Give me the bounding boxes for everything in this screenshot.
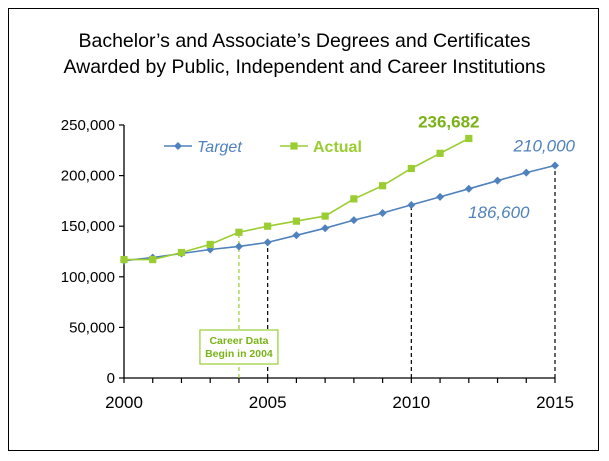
legend-label-target: Target [197, 139, 242, 156]
career-data-note-text: Career Data [209, 335, 268, 347]
x-tick-label: 2000 [105, 393, 143, 412]
y-tick-label: 150,000 [61, 218, 115, 235]
career-data-note-box [199, 329, 279, 365]
target-point [551, 161, 559, 170]
target-point [321, 224, 330, 233]
x-tick-label: 2015 [536, 393, 574, 412]
legend-marker-actual [290, 142, 298, 150]
target-point [436, 192, 445, 201]
actual-point [436, 149, 444, 157]
actual-point [235, 228, 243, 236]
target-point [378, 209, 387, 218]
y-tick-label: 250,000 [61, 117, 115, 134]
y-tick-label: 0 [107, 370, 115, 387]
annotation-236682: 236,682 [418, 112, 479, 131]
annotation-186600: 186,600 [468, 203, 530, 222]
chart-frame [8, 8, 599, 451]
legend-marker-target [174, 142, 182, 150]
chart-series [120, 134, 559, 265]
target-point [234, 242, 243, 251]
chart-axes: 0 50,000 100,000 150,000 200,000 250,000 2000 2… [61, 117, 574, 412]
reference-lines [238, 165, 556, 378]
actual-point [120, 255, 128, 264]
y-tick-label: 200,000 [61, 168, 115, 185]
target-point [263, 238, 272, 247]
career-data-note-text: Begin in 2004 [205, 348, 273, 360]
actual-point [350, 195, 358, 203]
chart-legend: Target Actual [164, 139, 362, 156]
actual-point [465, 134, 473, 143]
series-line-actual [124, 137, 470, 261]
annotation-210000: 210,000 [513, 136, 576, 155]
target-point [493, 176, 502, 185]
target-point [292, 231, 301, 240]
chart-title-line-2: Awarded by Public, Independent and Caree… [63, 56, 546, 78]
target-point [407, 200, 416, 209]
actual-point [206, 240, 214, 249]
actual-point [321, 212, 329, 220]
x-tick-label: 2010 [392, 393, 430, 412]
chart-title-line-1: Bachelor’s and Associate’s Degrees and C… [78, 30, 531, 52]
series-line-target [123, 164, 556, 262]
actual-point [177, 248, 186, 257]
target-point [349, 216, 358, 225]
y-tick-label: 50,000 [69, 319, 115, 336]
x-tick-label: 2005 [249, 393, 287, 412]
actual-point [379, 182, 387, 190]
chart-title: Bachelor’s and Associate’s Degrees and C… [0, 28, 609, 80]
actual-point [264, 222, 272, 230]
actual-point [292, 217, 300, 225]
y-tick-label: 100,000 [61, 269, 115, 286]
target-point [522, 168, 531, 177]
actual-point [149, 255, 157, 264]
legend-label-actual: Actual [313, 139, 362, 156]
target-point [464, 184, 473, 193]
actual-point [407, 164, 415, 173]
